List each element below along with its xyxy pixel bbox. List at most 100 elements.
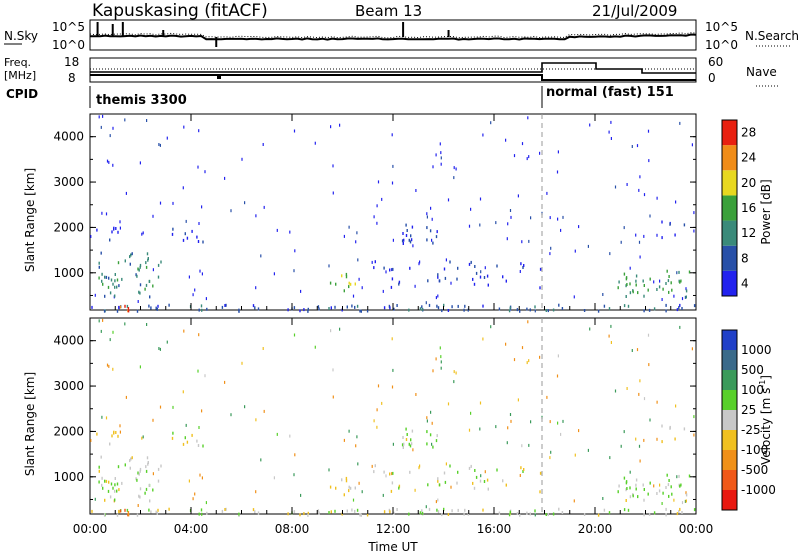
echo-point	[427, 483, 429, 487]
echo-point	[670, 281, 672, 285]
echo-point	[139, 469, 141, 473]
echo-point	[457, 508, 459, 512]
echo-point	[116, 513, 119, 517]
echo-point	[130, 457, 132, 461]
echo-point	[102, 318, 104, 322]
echo-point	[635, 487, 637, 491]
echo-point	[623, 508, 626, 512]
echo-point	[620, 444, 622, 448]
echo-point	[623, 272, 626, 276]
echo-point	[526, 157, 528, 161]
echo-point	[349, 486, 352, 490]
echo-point	[146, 323, 148, 326]
echo-point	[635, 478, 638, 482]
echo-point	[528, 155, 530, 159]
echo-point	[673, 498, 675, 502]
echo-point	[656, 233, 658, 237]
echo-point	[224, 176, 226, 180]
echo-point	[351, 304, 353, 308]
echo-point	[643, 284, 645, 287]
echo-point	[109, 442, 111, 446]
power-colorbar-swatch	[722, 195, 737, 221]
echo-point	[421, 305, 423, 309]
echo-point	[152, 418, 154, 422]
echo-point	[498, 511, 501, 515]
echo-point	[431, 238, 433, 242]
echo-point	[184, 232, 186, 236]
echo-point	[307, 513, 309, 517]
echo-point	[289, 230, 291, 234]
echo-point	[147, 461, 149, 464]
echo-point	[429, 433, 432, 437]
echo-point	[412, 244, 414, 248]
echo-point	[204, 170, 206, 174]
echo-point	[383, 266, 385, 270]
echo-point	[406, 229, 408, 232]
echo-point	[436, 508, 438, 512]
echo-point	[171, 232, 174, 236]
echo-point	[383, 510, 386, 514]
echo-point	[482, 508, 484, 512]
echo-point	[402, 242, 404, 245]
echo-point	[656, 437, 658, 441]
power-colorbar-label: 20	[741, 176, 756, 190]
echo-point	[549, 216, 551, 220]
echo-point	[505, 342, 507, 346]
echo-point	[534, 309, 536, 313]
echo-point	[114, 477, 116, 480]
echo-point	[479, 223, 481, 227]
echo-point	[150, 306, 152, 310]
echo-point	[405, 427, 407, 431]
velocity-colorbar-swatch	[722, 430, 737, 450]
echo-point	[528, 359, 530, 363]
echo-point	[432, 165, 434, 169]
y-tick-label: 3000	[53, 175, 84, 189]
echo-point	[516, 308, 519, 312]
echo-point	[104, 294, 106, 298]
echo-point	[373, 215, 375, 219]
echo-point	[109, 134, 111, 138]
echo-point	[470, 207, 472, 211]
echo-point	[437, 294, 439, 298]
echo-point	[98, 480, 100, 484]
echo-point	[145, 487, 148, 491]
echo-point	[383, 470, 385, 474]
echo-point	[401, 443, 404, 447]
echo-point	[117, 261, 120, 265]
echo-point	[608, 130, 610, 134]
echo-point	[636, 348, 639, 352]
echo-point	[435, 153, 437, 157]
echo-point	[383, 306, 386, 310]
echo-point	[668, 290, 670, 294]
echo-point	[116, 489, 118, 493]
echo-point	[293, 510, 296, 514]
echo-point	[527, 320, 529, 324]
echo-point	[685, 491, 687, 495]
y-tick-label: 1000	[53, 470, 84, 484]
echo-point	[463, 308, 465, 312]
echo-point	[425, 505, 427, 509]
echo-point	[457, 266, 459, 270]
echo-point	[329, 485, 332, 489]
echo-point	[157, 467, 160, 471]
echo-point	[623, 430, 625, 434]
echo-point	[520, 262, 522, 266]
freq-label: Freq.	[4, 56, 31, 69]
echo-point	[629, 282, 631, 286]
echo-point	[665, 513, 667, 517]
echo-point	[667, 279, 670, 283]
echo-point	[358, 277, 360, 281]
echo-point	[124, 304, 126, 308]
echo-point	[335, 486, 337, 490]
echo-point	[137, 300, 139, 303]
echo-point	[625, 284, 627, 288]
velocity-colorbar-swatch	[722, 470, 737, 490]
echo-point	[103, 309, 106, 313]
echo-point	[435, 439, 438, 443]
echo-point	[358, 481, 360, 485]
echo-point	[473, 282, 476, 286]
echo-point	[527, 116, 529, 120]
echo-point	[168, 303, 170, 307]
echo-point	[431, 442, 433, 446]
echo-point	[112, 330, 114, 334]
